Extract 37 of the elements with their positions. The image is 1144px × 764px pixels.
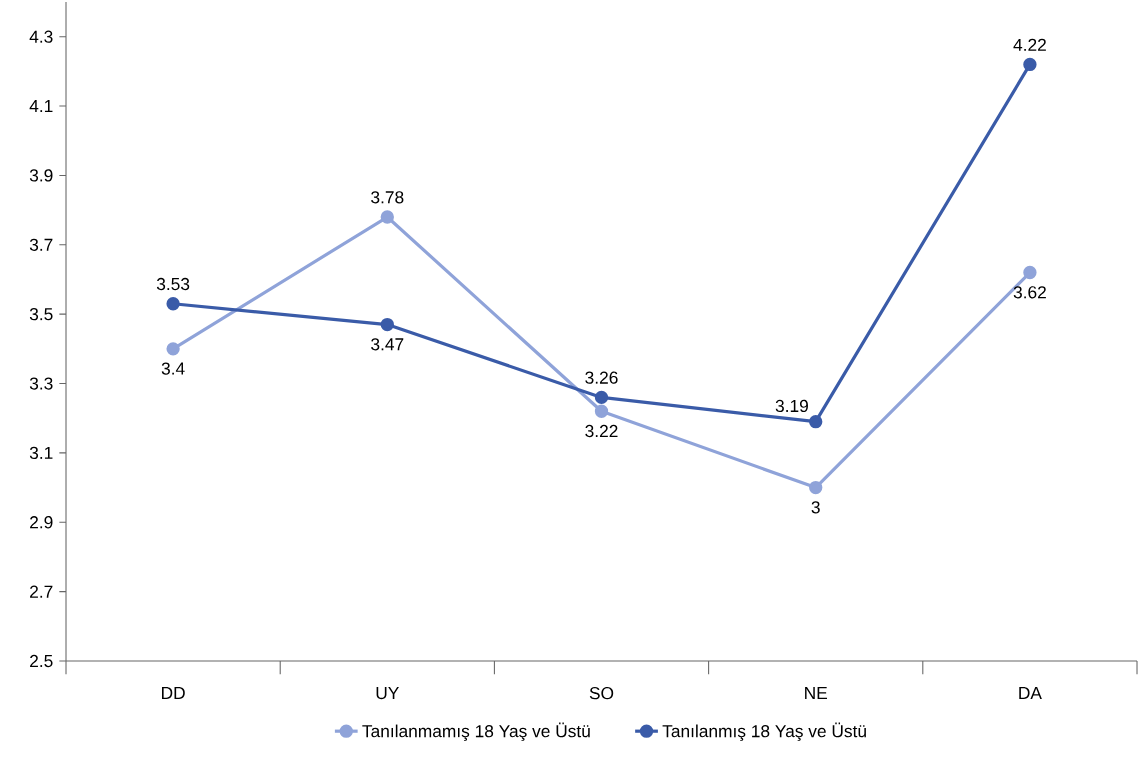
point — [1023, 57, 1037, 72]
point — [166, 342, 180, 356]
data-label: 3.19 — [775, 399, 808, 413]
point — [809, 480, 823, 495]
y-tick-label: 2.9 — [30, 516, 53, 529]
x-tick-label: DD — [162, 687, 185, 699]
data-label: 3.47 — [371, 338, 404, 351]
data-label: 3.22 — [585, 424, 618, 438]
point — [594, 404, 609, 418]
legend-label: Tanılanmamış 18 Yaş ve Üstü — [362, 722, 590, 741]
point — [594, 390, 609, 405]
point — [166, 297, 180, 311]
y-tick-label: 3.9 — [29, 169, 53, 182]
y-tick-label: 4.3 — [29, 30, 53, 43]
data-label: 3.78 — [371, 191, 404, 204]
x-tick-label: NE — [805, 687, 827, 699]
x-tick-label: SO — [589, 687, 614, 700]
point — [809, 415, 823, 429]
y-tick-label: 3.3 — [29, 377, 53, 390]
data-label: 4.22 — [1013, 38, 1046, 51]
point — [380, 210, 394, 224]
data-label: 3.4 — [161, 362, 185, 375]
data-label: 3.26 — [585, 371, 618, 384]
legend-label: Tanılanmış 18 Yaş ve Üstü — [662, 722, 866, 741]
y-tick-label: 2.7 — [30, 585, 53, 598]
y-tick-label: 3.7 — [29, 238, 53, 251]
data-label: 3.62 — [1013, 286, 1046, 299]
point — [380, 317, 394, 332]
y-tick-label: 2.5 — [30, 654, 53, 668]
x-tick-label: DA — [1019, 687, 1042, 699]
y-tick-label: 3.1 — [29, 446, 53, 460]
data-label: 3 — [811, 501, 820, 514]
data-label: 3.53 — [156, 277, 190, 291]
y-tick-label: 4.1 — [29, 100, 53, 113]
x-tick-label: UY — [376, 687, 399, 700]
y-tick-label: 3.5 — [29, 308, 53, 321]
point — [1023, 265, 1037, 280]
